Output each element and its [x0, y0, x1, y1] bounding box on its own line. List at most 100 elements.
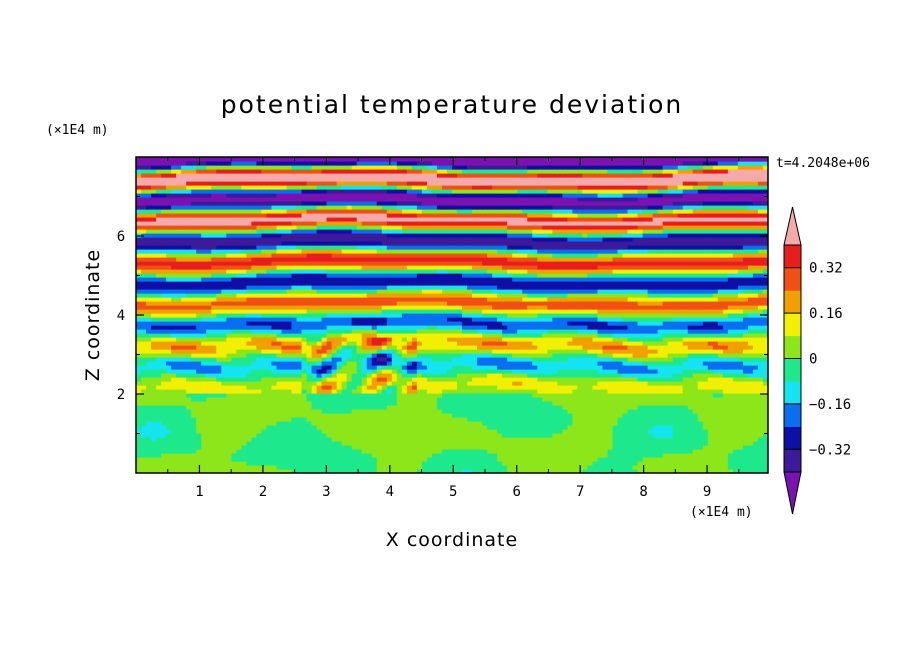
contour-cell [757, 465, 764, 470]
contour-cell [472, 353, 478, 358]
contour-cell [452, 413, 458, 418]
contour-cell [512, 329, 518, 334]
contour-cell [246, 449, 252, 454]
contour-cell [436, 341, 443, 346]
contour-cell [502, 429, 508, 434]
contour-cell [587, 429, 594, 434]
contour-cell [692, 341, 699, 346]
contour-cell [712, 353, 719, 358]
contour-cell [502, 469, 508, 473]
contour-cell [487, 329, 493, 334]
contour-cell [722, 445, 729, 450]
contour-cell [592, 333, 599, 338]
contour-cell [281, 445, 288, 450]
contour-cell [156, 317, 162, 322]
contour-cell [677, 405, 684, 410]
contour-cell [401, 425, 408, 430]
contour-cell [647, 449, 654, 454]
contour-cell [532, 461, 538, 466]
contour-cell [141, 361, 147, 366]
contour-cell [697, 429, 704, 434]
contour-cell [667, 429, 674, 434]
contour-cell [492, 401, 498, 406]
contour-cell [181, 329, 187, 334]
contour-cell [542, 409, 548, 414]
contour-cell [662, 385, 669, 390]
contour-cell [487, 389, 493, 394]
contour-cell [457, 361, 463, 366]
contour-cell [351, 389, 358, 394]
contour-cell [672, 321, 679, 326]
contour-cell [517, 457, 523, 462]
contour-cell [502, 397, 508, 402]
contour-cell [567, 445, 573, 450]
contour-cell [747, 361, 754, 366]
contour-cell [321, 409, 328, 414]
contour-cell [161, 449, 167, 454]
contour-cell [241, 389, 247, 394]
contour-cell [597, 433, 604, 438]
contour-cell [677, 429, 684, 434]
contour-cell [446, 329, 453, 334]
contour-cell [697, 325, 704, 330]
contour-cell [457, 329, 463, 334]
contour-cell [421, 437, 428, 442]
contour-cell [251, 365, 257, 370]
contour-cell [717, 361, 724, 366]
contour-cell [597, 361, 604, 366]
contour-cell [637, 397, 644, 402]
contour-cell [712, 413, 719, 418]
contour-cell [557, 437, 563, 442]
contour-cell [687, 449, 694, 454]
contour-cell [482, 417, 488, 422]
contour-cell [467, 341, 473, 346]
contour-cell [256, 365, 262, 370]
contour-cell [612, 449, 619, 454]
contour-cell [747, 461, 754, 466]
contour-cell [256, 369, 262, 374]
contour-cell [146, 413, 152, 418]
contour-cell [176, 361, 182, 366]
contour-cell [266, 449, 273, 454]
contour-cell [522, 325, 528, 330]
contour-cell [331, 337, 338, 342]
contour-cell [497, 421, 503, 426]
contour-cell [141, 341, 147, 346]
contour-cell [386, 393, 393, 398]
contour-cell [191, 433, 197, 438]
contour-cell [246, 321, 252, 326]
contour-cell [351, 469, 358, 473]
contour-cell [231, 345, 237, 350]
contour-cell [341, 389, 348, 394]
contour-cell [562, 437, 568, 442]
contour-cell [727, 413, 734, 418]
contour-cell [351, 445, 358, 450]
contour-cell [261, 461, 268, 466]
contour-cell [136, 461, 142, 466]
contour-cell [597, 385, 604, 390]
contour-cell [241, 313, 247, 318]
contour-cell [742, 341, 749, 346]
contour-cell [241, 441, 247, 446]
contour-cell [502, 389, 508, 394]
contour-cell [497, 397, 503, 402]
contour-cell [311, 329, 318, 334]
contour-cell [161, 361, 167, 366]
contour-cell [562, 469, 568, 473]
contour-cell [341, 341, 348, 346]
contour-cell [472, 449, 478, 454]
contour-cell [522, 341, 528, 346]
contour-cell [251, 441, 257, 446]
contour-cell [321, 341, 328, 346]
contour-cell [306, 449, 313, 454]
contour-cell [592, 321, 599, 326]
contour-cell [406, 433, 413, 438]
contour-cell [416, 433, 423, 438]
contour-cell [351, 365, 358, 370]
contour-cell [622, 417, 629, 422]
contour-cell [572, 445, 578, 450]
contour-cell [246, 457, 252, 462]
contour-cell [161, 381, 167, 386]
contour-cell [702, 385, 709, 390]
contour-cell [572, 469, 578, 473]
